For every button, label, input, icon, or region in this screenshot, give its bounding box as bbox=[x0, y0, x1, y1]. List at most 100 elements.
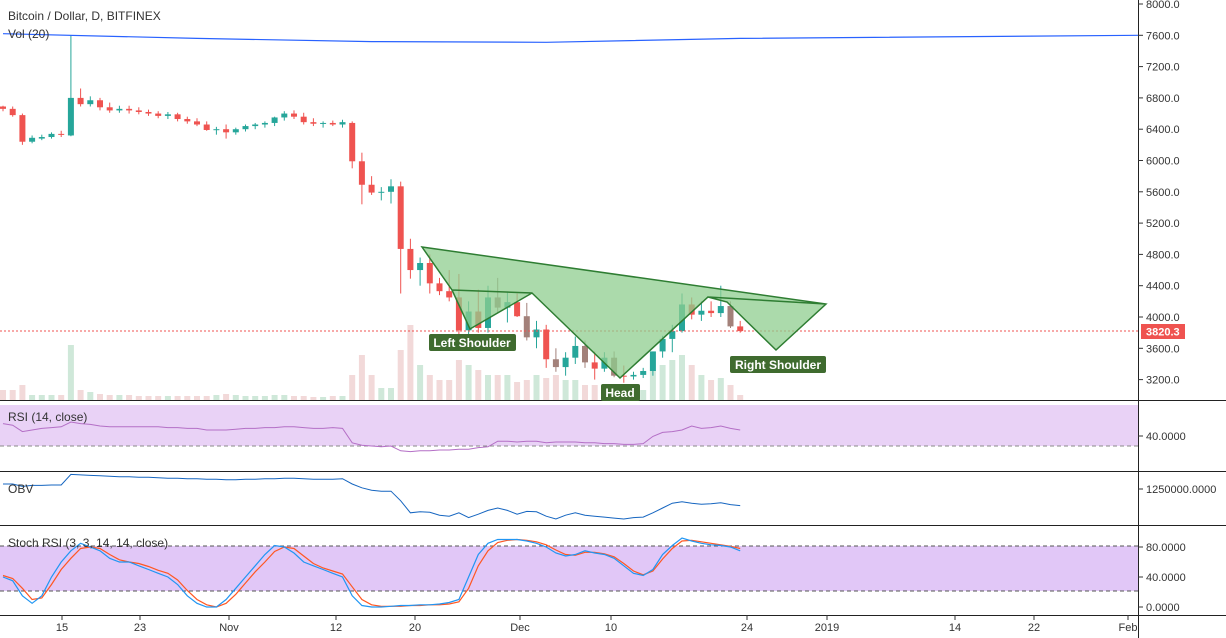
candle[interactable] bbox=[310, 118, 317, 127]
candle[interactable] bbox=[126, 105, 133, 114]
candle[interactable] bbox=[271, 116, 278, 127]
candle[interactable] bbox=[649, 351, 656, 376]
price-tick-label: 4800.0 bbox=[1146, 249, 1180, 261]
head-shoulders-pattern[interactable] bbox=[420, 246, 828, 380]
candle[interactable] bbox=[164, 111, 171, 120]
candle[interactable] bbox=[155, 111, 162, 119]
price-tick-label: 7600.0 bbox=[1146, 30, 1180, 42]
candle[interactable] bbox=[426, 254, 433, 294]
candle-body bbox=[620, 375, 627, 377]
candle[interactable] bbox=[533, 320, 540, 349]
candle[interactable] bbox=[67, 35, 74, 137]
candle[interactable] bbox=[194, 118, 200, 127]
candle-body bbox=[87, 100, 94, 105]
candle[interactable] bbox=[174, 112, 181, 122]
left-shoulder-label-bg bbox=[429, 334, 516, 351]
candle[interactable] bbox=[417, 257, 424, 286]
candle[interactable] bbox=[698, 301, 705, 321]
candle[interactable] bbox=[708, 301, 715, 317]
candle[interactable] bbox=[97, 97, 103, 111]
candle[interactable] bbox=[397, 181, 404, 294]
candle[interactable] bbox=[116, 105, 123, 113]
candle[interactable] bbox=[184, 116, 191, 124]
candle[interactable] bbox=[320, 121, 327, 128]
candle[interactable] bbox=[329, 120, 336, 127]
volume-bar bbox=[203, 396, 210, 400]
candle-body bbox=[407, 248, 414, 271]
stoch-axis: 80.0000 40.0000 0.0000 bbox=[1138, 542, 1186, 614]
candle[interactable] bbox=[291, 110, 297, 120]
candle-body bbox=[281, 113, 288, 118]
candle[interactable] bbox=[339, 119, 346, 128]
volume-bar bbox=[58, 395, 65, 400]
candle[interactable] bbox=[349, 121, 356, 169]
volume-bar bbox=[397, 350, 404, 400]
candle[interactable] bbox=[19, 113, 26, 145]
left-shoulder-text: Left Shoulder bbox=[433, 336, 511, 350]
candle[interactable] bbox=[436, 277, 443, 296]
candle[interactable] bbox=[145, 109, 152, 116]
price-tick-label: 6400.0 bbox=[1146, 124, 1180, 136]
candle-body bbox=[514, 302, 521, 317]
candle[interactable] bbox=[77, 88, 84, 107]
candle[interactable] bbox=[213, 126, 220, 135]
candle-body bbox=[271, 117, 278, 123]
candle[interactable] bbox=[407, 238, 414, 279]
candle[interactable] bbox=[29, 135, 36, 144]
candle[interactable] bbox=[388, 179, 394, 204]
candle[interactable] bbox=[9, 106, 16, 117]
candle[interactable] bbox=[368, 176, 375, 195]
candle-body bbox=[126, 108, 133, 111]
candle[interactable] bbox=[242, 124, 249, 132]
price-tick-label: 3200.0 bbox=[1146, 375, 1180, 387]
volume-bar bbox=[48, 395, 55, 400]
candle[interactable] bbox=[38, 134, 45, 141]
candle[interactable] bbox=[223, 124, 230, 139]
candle[interactable] bbox=[572, 336, 579, 364]
candle[interactable] bbox=[552, 348, 559, 372]
candle[interactable] bbox=[87, 96, 94, 107]
candle[interactable] bbox=[543, 324, 550, 368]
candle[interactable] bbox=[378, 187, 385, 201]
candle-body bbox=[669, 331, 676, 339]
candle[interactable] bbox=[203, 121, 210, 131]
candle[interactable] bbox=[640, 367, 647, 379]
head-label: Head bbox=[601, 384, 640, 401]
candle[interactable] bbox=[48, 132, 55, 139]
volume-bar bbox=[737, 395, 744, 400]
candle-body bbox=[232, 129, 239, 133]
candle-body bbox=[717, 306, 724, 314]
candle[interactable] bbox=[358, 152, 365, 205]
candle[interactable] bbox=[0, 105, 6, 112]
candle-body bbox=[582, 345, 588, 363]
stoch-d-line bbox=[2, 538, 741, 608]
price-tick-label: 4000.0 bbox=[1146, 312, 1180, 324]
candle[interactable] bbox=[300, 112, 307, 125]
volume-bar bbox=[97, 394, 103, 400]
candle-body bbox=[552, 359, 559, 368]
candle[interactable] bbox=[261, 121, 268, 128]
candle[interactable] bbox=[562, 352, 569, 376]
candle[interactable] bbox=[591, 351, 598, 380]
volume-bar bbox=[368, 375, 375, 400]
price-tick-label: 6000.0 bbox=[1146, 156, 1180, 168]
candle[interactable] bbox=[630, 371, 637, 380]
candle[interactable] bbox=[523, 302, 530, 341]
candle[interactable] bbox=[232, 127, 239, 135]
volume-bar bbox=[320, 397, 327, 400]
volume-bar bbox=[29, 395, 36, 400]
head-text: Head bbox=[605, 386, 634, 400]
time-tick-label: 14 bbox=[949, 622, 961, 634]
candle[interactable] bbox=[281, 111, 288, 121]
candle[interactable] bbox=[58, 130, 65, 138]
volume-bar bbox=[572, 380, 579, 400]
time-axis[interactable]: 15 23 Nov 12 20 Dec 10 24 2019 14 22 Feb bbox=[56, 615, 1138, 634]
candle-body bbox=[417, 263, 424, 271]
candle-body bbox=[378, 191, 385, 193]
candle[interactable] bbox=[252, 122, 259, 130]
right-shoulder-label-bg bbox=[730, 356, 826, 373]
candle[interactable] bbox=[106, 102, 113, 113]
price-axis[interactable]: 8000.0 7600.0 7200.0 6800.0 6400.0 6000.0 5600… bbox=[1138, 0, 1180, 387]
candle[interactable] bbox=[135, 107, 142, 115]
